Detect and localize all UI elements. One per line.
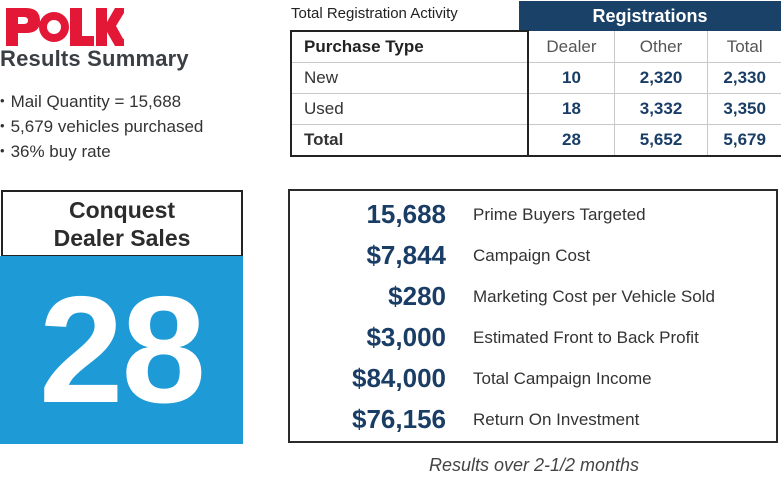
cell-dealer: 18	[527, 93, 615, 125]
column-header-dealer: Dealer	[527, 31, 615, 63]
cell-other: 5,652	[613, 124, 708, 157]
row-type: Total	[289, 124, 530, 157]
cell-total: 5,679	[707, 124, 781, 157]
conquest-dealer-sales-label: Conquest Dealer Sales	[1, 190, 243, 257]
metric-label: Campaign Cost	[473, 246, 591, 265]
cell-other: 3,332	[613, 93, 708, 125]
cell-dealer: 10	[527, 62, 615, 94]
metric-row: $76,156 Return On Investment	[290, 399, 776, 440]
results-summary-title: Results Summary	[0, 46, 189, 71]
metric-value: $76,156	[352, 404, 446, 434]
metric-label: Return On Investment	[473, 410, 640, 429]
metric-label: Prime Buyers Targeted	[473, 205, 646, 224]
conquest-dealer-sales-value: 28	[0, 256, 243, 444]
table-row: Used 18 3,332 3,350	[289, 93, 781, 125]
conquest-line-1: Conquest	[68, 196, 176, 223]
metric-value: 15,688	[366, 199, 446, 229]
metric-label: Total Campaign Income	[473, 369, 652, 388]
column-header-other: Other	[613, 31, 708, 63]
cell-total: 3,350	[707, 93, 781, 125]
metric-value: $280	[388, 281, 446, 311]
row-type: New	[289, 62, 530, 94]
column-header-purchase-type: Purchase Type	[289, 30, 530, 63]
row-type: Used	[289, 93, 530, 125]
metric-row: 15,688 Prime Buyers Targeted	[290, 194, 776, 235]
cell-dealer: 28	[527, 124, 615, 157]
metric-row: $280 Marketing Cost per Vehicle Sold	[290, 276, 776, 317]
bullet-vehicles-purchased: 5,679 vehicles purchased	[0, 115, 204, 140]
registrations-header: Registrations	[519, 1, 781, 31]
metric-row: $7,844 Campaign Cost	[290, 235, 776, 276]
results-footnote: Results over 2-1/2 months	[428, 455, 640, 475]
cell-total: 2,330	[707, 62, 781, 94]
table-row: New 10 2,320 2,330	[289, 62, 781, 94]
table-header-row: Purchase Type Dealer Other Total	[289, 30, 781, 63]
summary-bullets: Mail Quantity = 15,688 5,679 vehicles pu…	[0, 90, 204, 165]
table-row-total: Total 28 5,652 5,679	[289, 124, 781, 157]
metric-row: $84,000 Total Campaign Income	[290, 358, 776, 399]
metric-value: $7,844	[366, 240, 446, 270]
polk-logo	[6, 8, 124, 46]
bullet-buy-rate: 36% buy rate	[0, 140, 203, 165]
metrics-panel: 15,688 Prime Buyers Targeted $7,844 Camp…	[288, 189, 778, 443]
table-caption: Total Registration Activity	[291, 5, 458, 22]
metric-row: $3,000 Estimated Front to Back Profit	[290, 317, 776, 358]
metric-label: Estimated Front to Back Profit	[473, 328, 699, 347]
registration-activity-table: Purchase Type Dealer Other Total New 10 …	[289, 30, 781, 157]
metric-value: $3,000	[366, 322, 446, 352]
metric-value: $84,000	[352, 363, 446, 393]
bullet-mail-quantity: Mail Quantity = 15,688	[0, 90, 203, 115]
metric-label: Marketing Cost per Vehicle Sold	[473, 287, 715, 306]
column-header-total: Total	[707, 31, 781, 63]
conquest-line-2: Dealer Sales	[53, 224, 191, 251]
cell-other: 2,320	[613, 62, 708, 94]
